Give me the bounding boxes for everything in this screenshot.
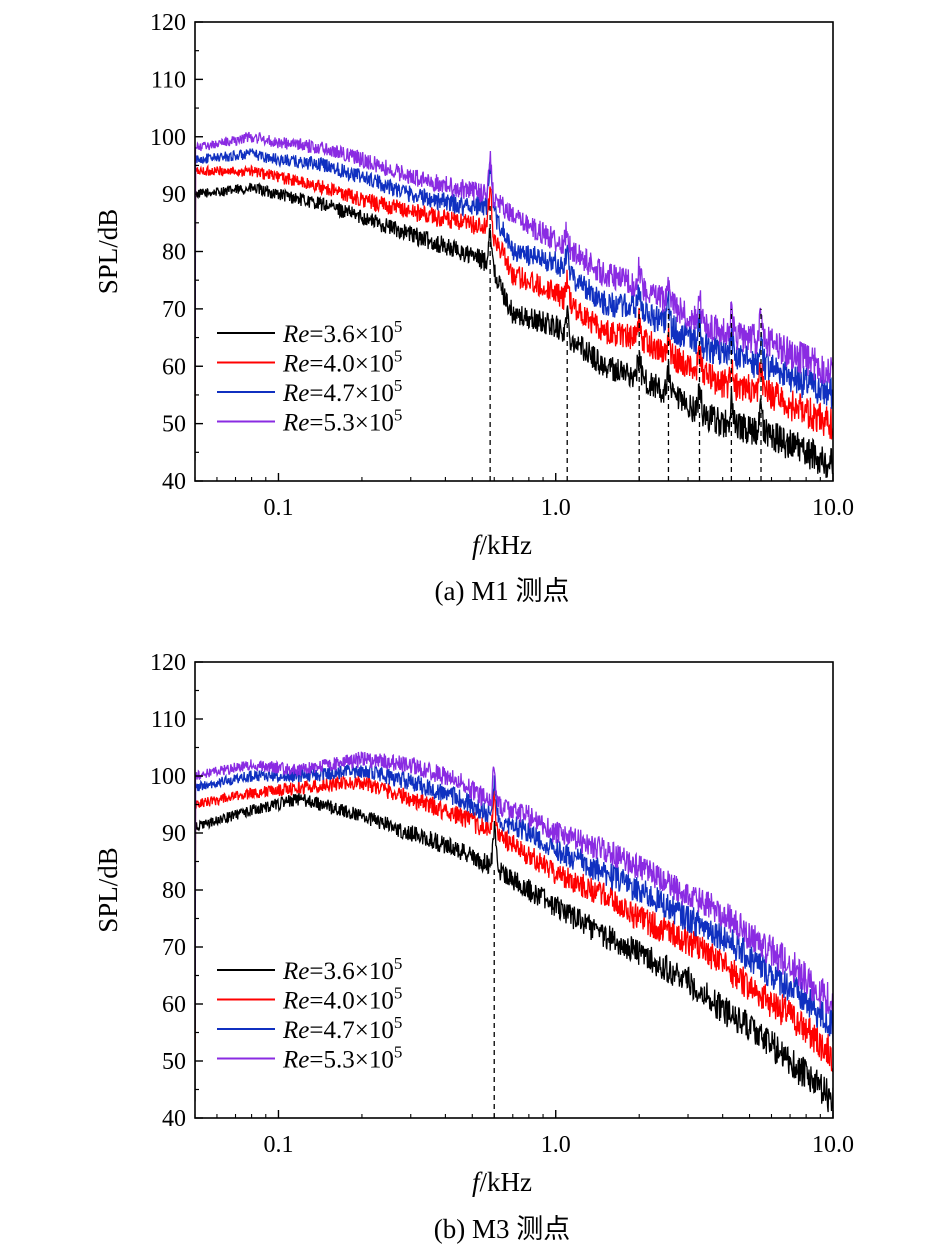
x-axis-label: f/kHz: [472, 1167, 532, 1197]
legend-entry: Re=3.6×105: [282, 954, 402, 985]
y-tick-label: 70: [162, 935, 186, 961]
series-group: [195, 751, 833, 1113]
y-tick-label: 120: [150, 10, 186, 36]
y-tick-label: 110: [151, 707, 186, 733]
y-tick-label: 120: [150, 650, 186, 676]
y-tick-label: 50: [162, 412, 186, 438]
y-tick-label: 50: [162, 1049, 186, 1075]
y-tick-label: 70: [162, 297, 186, 323]
legend-entry: Re=4.7×105: [282, 1013, 402, 1044]
y-tick-label: 60: [162, 354, 186, 380]
legend-entry: Re=5.3×105: [282, 1043, 402, 1074]
panel-caption: (a) M1 测点: [435, 576, 570, 606]
x-axis-label: f/kHz: [472, 530, 532, 560]
x-tick-label: 0.1: [263, 1132, 293, 1158]
series-line-4.0: [195, 164, 833, 440]
panel-caption: (b) M3 测点: [434, 1214, 571, 1244]
legend-entry: Re=5.3×105: [282, 406, 402, 437]
x-tick-label: 10.0: [812, 495, 854, 521]
series-group: [195, 131, 833, 478]
y-tick-label: 40: [162, 1106, 186, 1132]
legend-entry: Re=3.6×105: [282, 317, 402, 348]
legend-entry: Re=4.0×105: [282, 347, 402, 378]
y-axis-label: SPL/dB: [93, 847, 123, 933]
chart-panel-m1: 40 50 60 70 80 90 100 110 120 0.1 1.0 10.0 SPL/dB f/k…: [93, 10, 854, 606]
y-tick-label: 90: [162, 821, 186, 847]
series-line-3.6: [195, 182, 833, 478]
y-tick-label: 40: [162, 469, 186, 495]
x-tick-label: 1.0: [541, 1132, 571, 1158]
chart-panel-m3: 40 50 60 70 80 90 100 110 120 0.1 1.0 10.0 SPL/dB f/k…: [93, 650, 854, 1244]
series-line-5.3: [195, 751, 833, 1014]
series-line-3.6: [195, 792, 833, 1113]
y-tick-label: 100: [150, 764, 186, 790]
y-tick-label: 60: [162, 992, 186, 1018]
legend-entry: Re=4.7×105: [282, 376, 402, 407]
y-tick-label: 80: [162, 878, 186, 904]
y-axis-label: SPL/dB: [93, 209, 123, 295]
x-tick-label: 0.1: [263, 495, 293, 521]
series-line-4.7: [195, 148, 833, 409]
y-tick-label: 80: [162, 240, 186, 266]
y-tick-label: 100: [150, 125, 186, 151]
y-tick-label: 90: [162, 182, 186, 208]
legend-entry: Re=4.0×105: [282, 984, 402, 1015]
x-tick-label: 1.0: [541, 495, 571, 521]
series-line-4.0: [195, 775, 833, 1073]
y-tick-label: 110: [151, 67, 186, 93]
x-tick-label: 10.0: [812, 1132, 854, 1158]
series-line-5.3: [195, 131, 833, 385]
series-line-4.7: [195, 763, 833, 1042]
